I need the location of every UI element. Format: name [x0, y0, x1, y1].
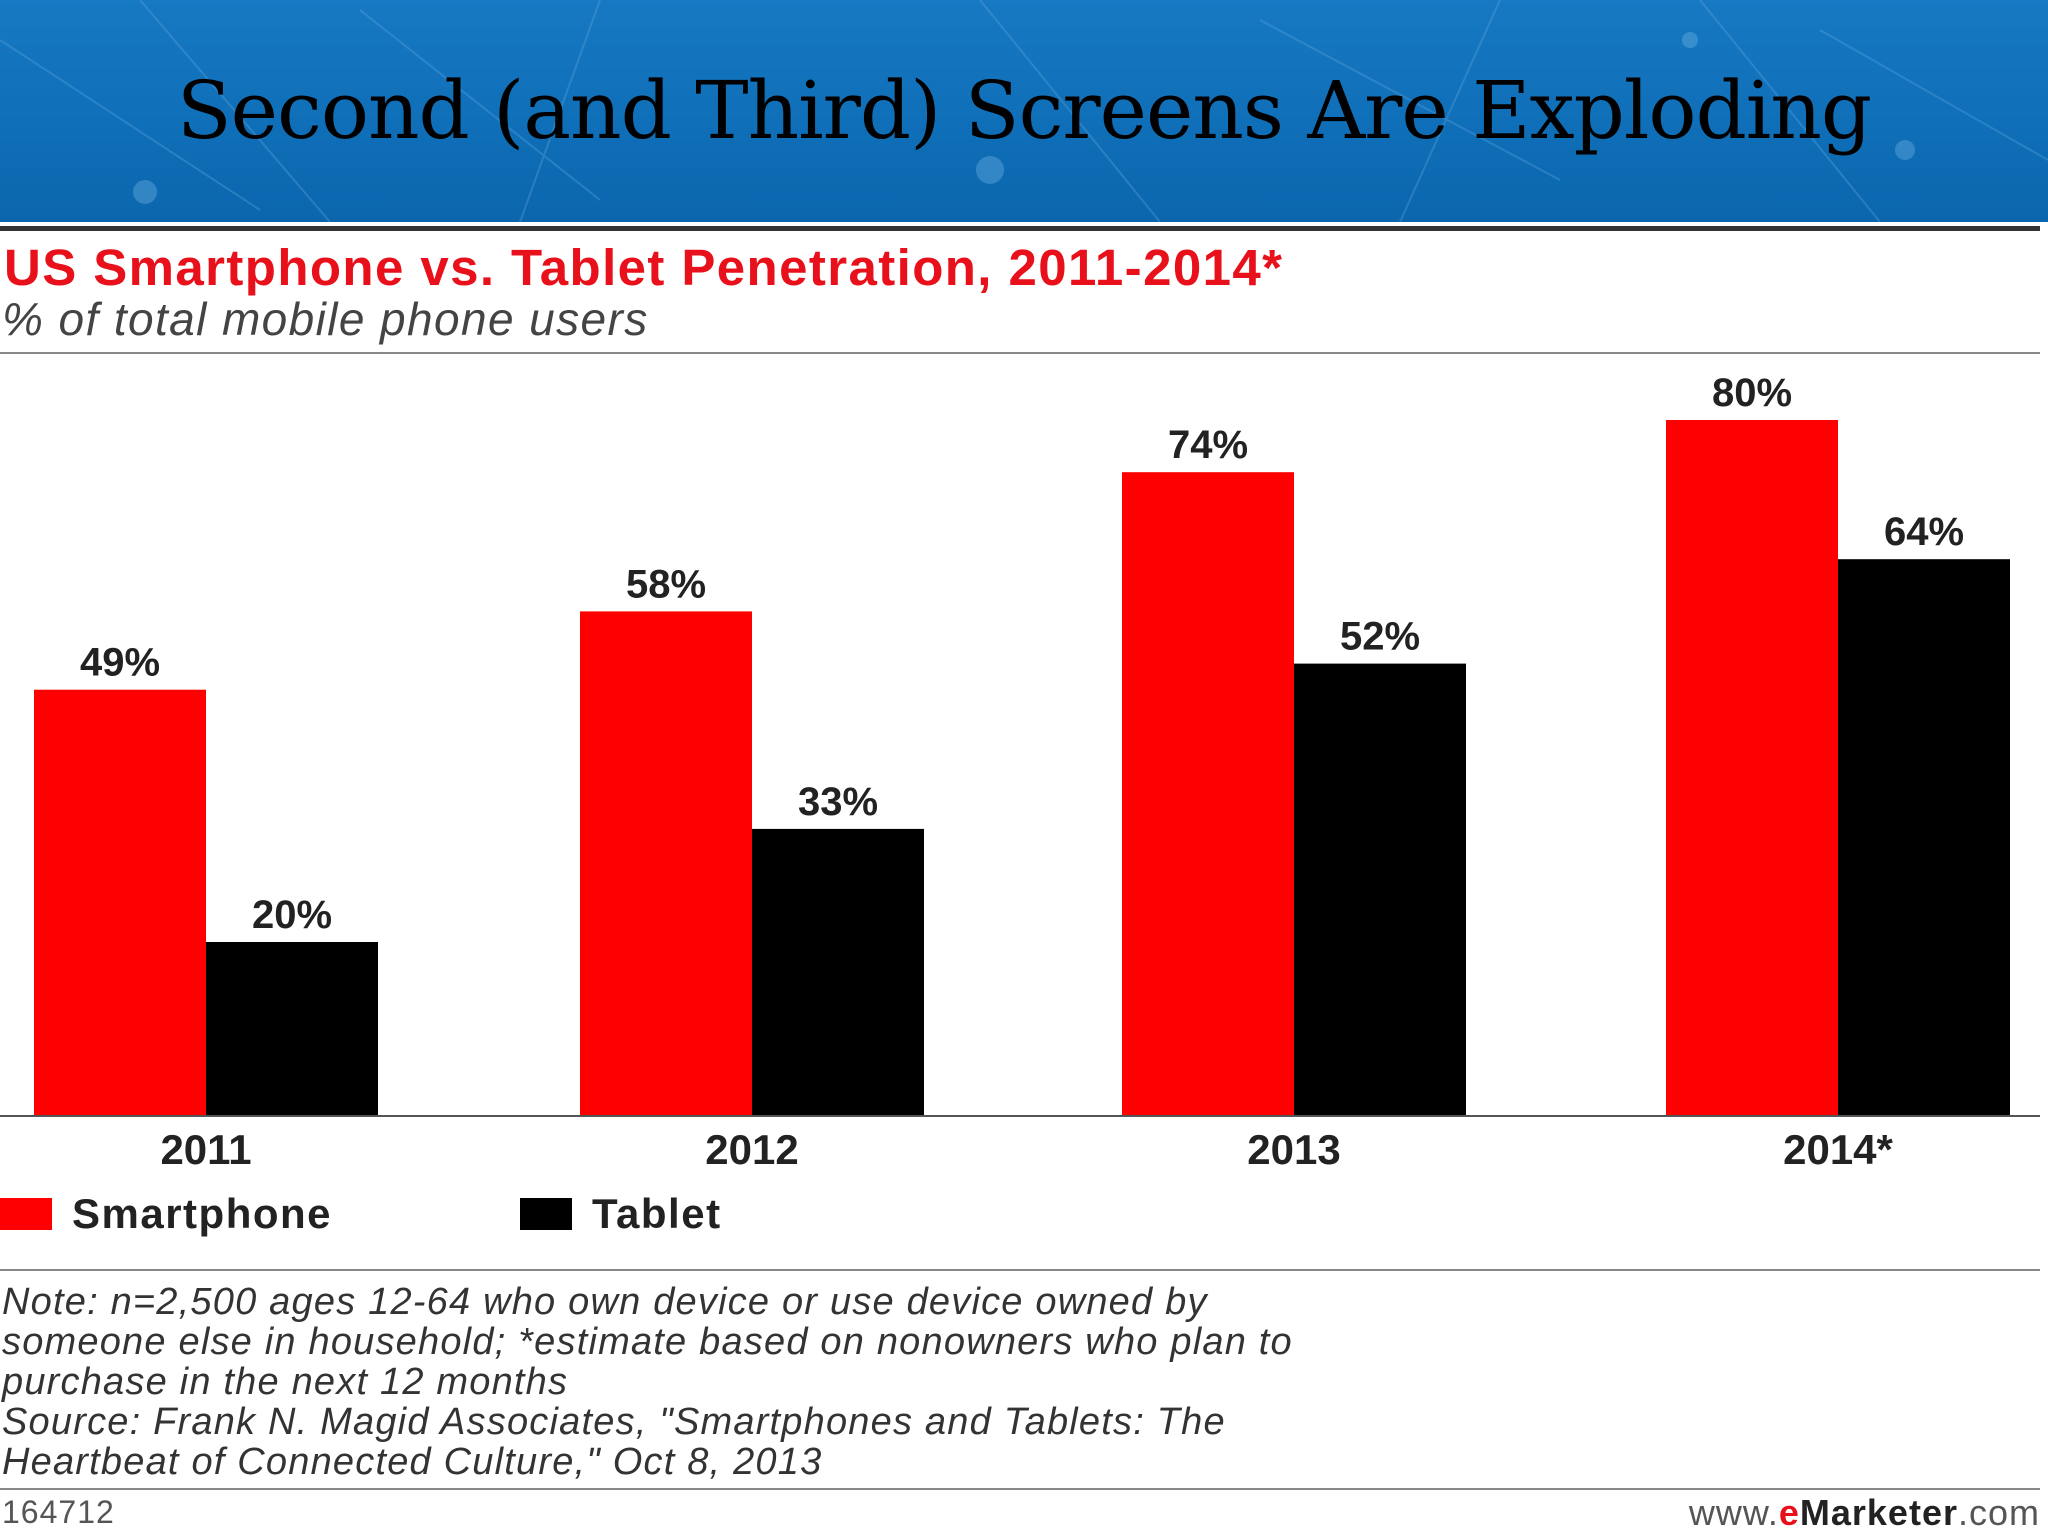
bar-tablet-2013	[1294, 663, 1466, 1116]
bar-smartphone-2012	[580, 611, 752, 1116]
bar-tablet-2011	[206, 942, 378, 1116]
data-label-tablet-2014: 64%	[1884, 510, 1964, 554]
brand-name: Marketer	[1799, 1492, 1958, 1533]
brand-suffix: .com	[1957, 1492, 2040, 1533]
slide-header: Second (and Third) Screens Are Exploding	[0, 0, 2048, 222]
note-line: purchase in the next 12 months	[2, 1361, 569, 1403]
source-line: Source: Frank N. Magid Associates, "Smar…	[2, 1401, 1226, 1443]
data-label-tablet-2013: 52%	[1340, 615, 1420, 659]
chart-subtitle: % of total mobile phone users	[2, 293, 649, 345]
notes-rule	[0, 1269, 2040, 1271]
subtitle-rule	[0, 352, 2040, 354]
chart-title: US Smartphone vs. Tablet Penetration, 20…	[4, 239, 1284, 296]
data-label-smartphone-2013: 74%	[1168, 423, 1248, 467]
bar-chart: 49% 20% 2011 58% 33% 2012 74% 52% 2013 80% 64% 2014…	[0, 371, 2040, 1173]
top-rule	[0, 226, 2040, 231]
slide-title: Second (and Third) Screens Are Exploding	[176, 64, 1872, 157]
category-label-2011: 2011	[160, 1126, 251, 1173]
data-label-smartphone-2011: 49%	[80, 641, 160, 685]
legend-swatch-smartphone	[0, 1198, 52, 1230]
note-line: someone else in household; *estimate bas…	[2, 1321, 1293, 1363]
brand-logo[interactable]: www.eMarketer.com	[1689, 1492, 2040, 1534]
legend-swatch-tablet	[520, 1198, 572, 1230]
bar-smartphone-2014	[1666, 420, 1838, 1116]
bar-smartphone-2011	[34, 689, 206, 1116]
category-label-2012: 2012	[705, 1126, 798, 1173]
chart-container: US Smartphone vs. Tablet Penetration, 20…	[0, 222, 2048, 1536]
note-line: Note: n=2,500 ages 12-64 who own device …	[2, 1281, 1208, 1323]
bar-smartphone-2013	[1122, 472, 1294, 1116]
brand-prefix: www.	[1688, 1492, 1779, 1533]
data-label-smartphone-2012: 58%	[626, 562, 706, 606]
category-label-2013: 2013	[1247, 1126, 1340, 1173]
data-label-tablet-2011: 20%	[252, 893, 332, 937]
bar-tablet-2012	[752, 828, 924, 1116]
legend-label-smartphone: Smartphone	[72, 1190, 333, 1237]
category-label-2014: 2014*	[1783, 1126, 1893, 1173]
data-label-tablet-2012: 33%	[798, 780, 878, 824]
network-pattern-icon	[0, 0, 2048, 222]
chart-notes: Note: n=2,500 ages 12-64 who own device …	[2, 1282, 2032, 1482]
brand-accent: e	[1778, 1492, 1800, 1533]
legend-label-tablet: Tablet	[592, 1190, 722, 1237]
bar-tablet-2014	[1838, 559, 2010, 1116]
source-line: Heartbeat of Connected Culture," Oct 8, …	[2, 1441, 823, 1483]
legend-item-smartphone: Smartphone	[0, 1190, 332, 1238]
chart-id: 164712	[2, 1494, 115, 1530]
legend-item-tablet: Tablet	[520, 1190, 722, 1238]
footer-rule	[0, 1488, 2040, 1490]
data-label-smartphone-2014: 80%	[1712, 371, 1792, 415]
